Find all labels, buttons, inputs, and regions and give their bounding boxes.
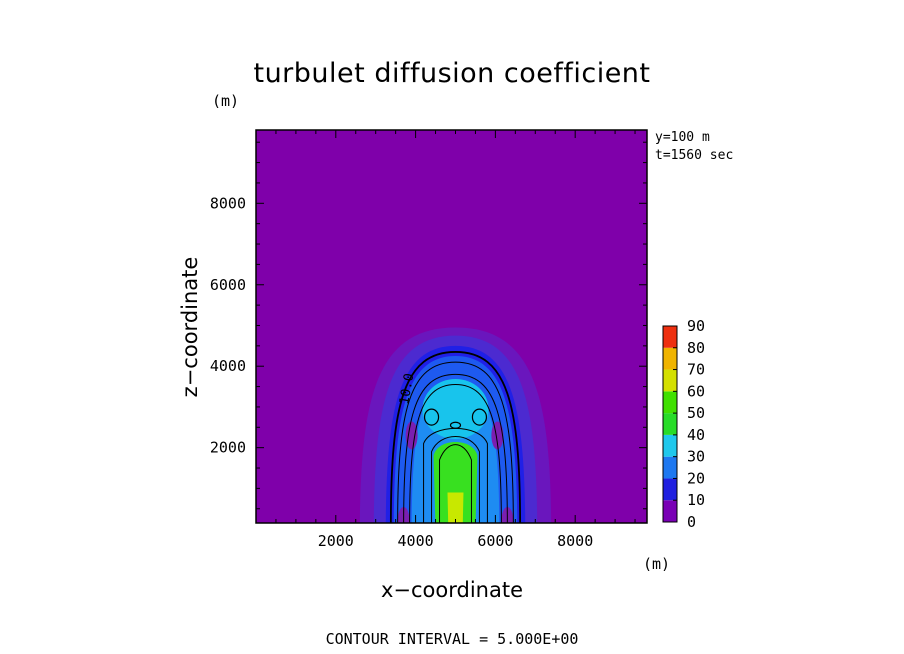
plume-core-upper: [422, 378, 489, 439]
contour-line: [409, 384, 502, 523]
y-tick-label: 6000: [210, 276, 246, 294]
colorbar-frame: [662, 325, 678, 523]
z-unit-label: (m): [212, 92, 240, 110]
x-tick-label: 8000: [557, 532, 593, 550]
contour-line: [439, 444, 472, 523]
contour-line: [431, 436, 480, 523]
y-tick-label: 4000: [210, 357, 246, 375]
x-tick-label: 2000: [318, 532, 354, 550]
plot-frame: [255, 129, 648, 524]
annotation-y: y=100 m: [655, 130, 710, 145]
side-pocket: [405, 421, 418, 450]
colorbar-tick-label: 10: [687, 491, 705, 509]
x-axis-label-text: x−coordinate: [380, 578, 524, 602]
colorbar-segment: [663, 326, 677, 348]
colorbar-tick-label: 90: [687, 317, 705, 335]
x-tick-label: 6000: [477, 532, 513, 550]
x-axis-label: x−coordinate: [0, 578, 904, 602]
y-tick-label: 8000: [210, 194, 246, 212]
contour-lines: [389, 351, 522, 523]
x-tick-label: 4000: [398, 532, 434, 550]
contour-line: [471, 408, 488, 426]
colorbar-tick-label: 30: [687, 448, 705, 466]
contour-line: [389, 351, 522, 523]
colorbar-tick-label: 0: [687, 513, 696, 531]
colorbar-segment: [663, 369, 677, 392]
contour-line: [403, 373, 508, 523]
plume-base: [447, 492, 464, 523]
colorbar-tick-label: 60: [687, 382, 705, 400]
heatmap-field: [256, 130, 647, 523]
axis-ticks: 2000 4000 6000 8000 2000 4000 6000 8000: [210, 130, 647, 550]
colorbar-segment: [663, 456, 677, 479]
colorbar-tick-label: 70: [687, 361, 705, 379]
contour-label: 10.0: [397, 372, 417, 405]
contour-interval-note: CONTOUR INTERVAL = 5.000E+00: [325, 630, 579, 648]
colorbar-segment: [663, 478, 677, 501]
colorbar-tick-label: 50: [687, 404, 705, 422]
colorbar-segment: [663, 413, 677, 435]
y-axis-label: z−coordinate: [178, 256, 202, 398]
contour-line: [423, 408, 440, 426]
colorbar-tick-label: 20: [687, 469, 705, 487]
x-unit-label: (m): [643, 555, 671, 573]
chart-title: turbulet diffusion coefficient: [253, 58, 651, 89]
contour-line: [449, 421, 462, 429]
colorbar: 0 10 20 30 40 50 60 70 80 90: [662, 317, 705, 531]
colorbar-segment: [663, 434, 677, 457]
colorbar-segment: [663, 500, 677, 522]
y-tick-label: 2000: [210, 439, 246, 457]
contour-line: [397, 361, 514, 523]
annotation-t: t=1560 sec: [655, 148, 734, 163]
colorbar-segment: [663, 347, 677, 370]
plume-stem: [433, 442, 478, 523]
colorbar-tick-label: 80: [687, 339, 705, 357]
colorbar-tick-label: 40: [687, 426, 705, 444]
colorbar-segment: [663, 391, 677, 414]
